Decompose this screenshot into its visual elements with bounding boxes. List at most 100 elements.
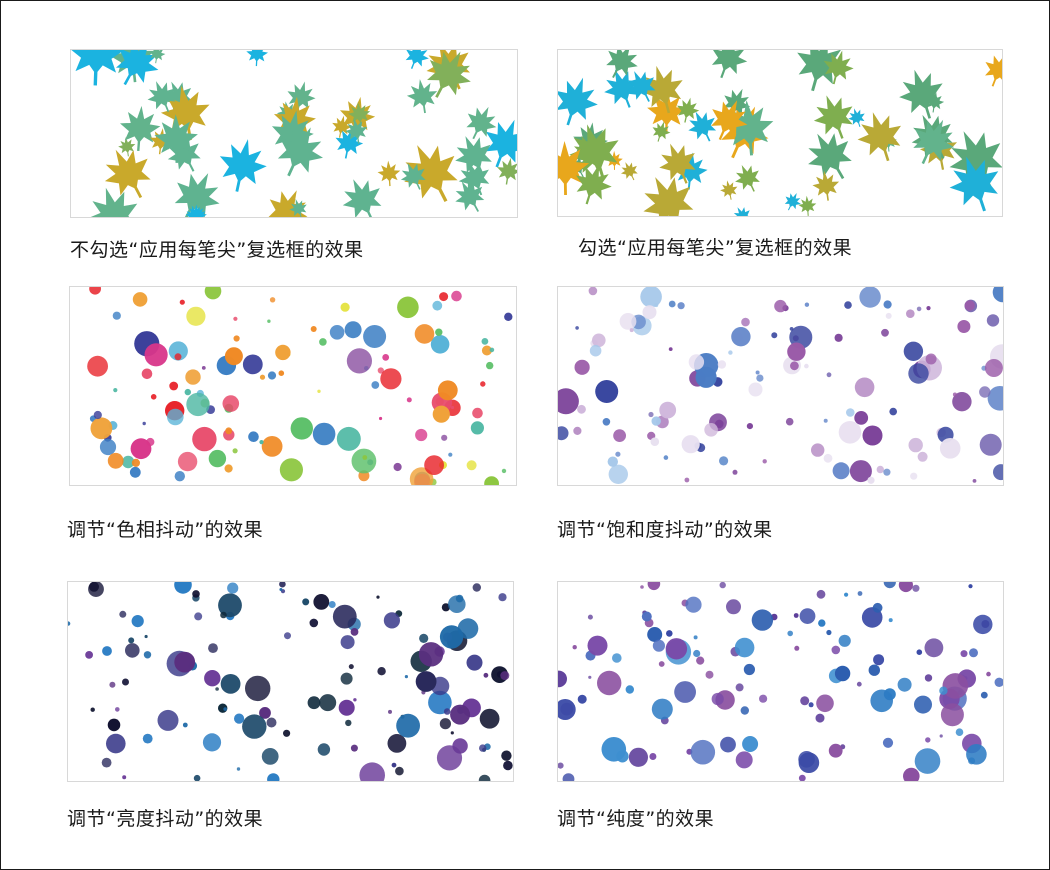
brush-dot bbox=[115, 707, 120, 712]
brush-dot bbox=[107, 718, 121, 732]
brush-dot bbox=[719, 456, 729, 466]
brush-dot bbox=[259, 374, 266, 380]
brush-dot bbox=[882, 737, 894, 748]
brush-dot bbox=[952, 392, 957, 397]
brush-dot bbox=[122, 775, 127, 780]
brush-dot bbox=[844, 301, 852, 309]
brush-dot bbox=[177, 451, 198, 472]
brush-dot bbox=[130, 438, 152, 460]
leaf-mark bbox=[427, 51, 471, 98]
brush-dot bbox=[432, 300, 443, 311]
brush-dot bbox=[826, 372, 832, 378]
leaf-mark bbox=[455, 136, 492, 177]
brush-dot bbox=[979, 433, 1002, 456]
leaf-brush-canvas bbox=[71, 50, 517, 217]
brush-dot bbox=[741, 317, 750, 327]
brush-dot bbox=[353, 698, 357, 702]
brush-dot bbox=[972, 479, 977, 483]
brush-dot bbox=[734, 637, 755, 658]
leaf-mark bbox=[620, 162, 638, 181]
brush-dot bbox=[774, 299, 787, 313]
brush-dot bbox=[122, 455, 135, 469]
brush-dot bbox=[912, 584, 920, 592]
brush-dot bbox=[665, 638, 688, 660]
brush-dot bbox=[613, 429, 626, 442]
brush-dot bbox=[862, 425, 883, 446]
brush-dot bbox=[980, 691, 988, 699]
brush-dot bbox=[112, 311, 121, 320]
brush-dot bbox=[818, 619, 826, 627]
brush-dot bbox=[484, 476, 499, 485]
brush-dot bbox=[793, 613, 799, 618]
caption-apply-per-tip-unchecked: 不勾选“应用每笔尖”复选框的效果 bbox=[70, 239, 364, 261]
brush-dot bbox=[395, 766, 404, 776]
brush-dot bbox=[914, 748, 941, 774]
leaf-mark bbox=[455, 181, 485, 212]
brush-dot bbox=[233, 335, 240, 342]
brush-dot bbox=[693, 649, 701, 658]
brush-dot bbox=[834, 665, 851, 682]
brush-dot bbox=[232, 448, 238, 454]
brush-dot bbox=[986, 671, 991, 677]
brush-dot bbox=[479, 708, 500, 729]
brush-dot bbox=[174, 353, 182, 361]
brush-dot bbox=[89, 582, 99, 592]
leaf-mark bbox=[913, 119, 955, 165]
brush-dot bbox=[558, 762, 564, 769]
brush-dot bbox=[236, 767, 241, 771]
caption-apply-per-tip-checked: 勾选“应用每笔尖”复选框的效果 bbox=[578, 237, 853, 259]
brush-dot bbox=[437, 380, 458, 401]
brush-dot bbox=[377, 667, 386, 676]
brush-dot bbox=[942, 673, 969, 699]
brush-dot bbox=[340, 302, 350, 312]
leaf-mark bbox=[576, 164, 612, 205]
brush-dot bbox=[128, 637, 135, 644]
brush-dot bbox=[345, 719, 352, 727]
leaf-mark bbox=[569, 124, 619, 180]
brush-dot bbox=[328, 601, 336, 608]
brightness-jitter-preview bbox=[67, 581, 514, 782]
leaf-mark bbox=[711, 100, 748, 141]
brush-dot bbox=[344, 321, 362, 339]
brush-dot bbox=[397, 296, 419, 319]
brush-dot bbox=[284, 632, 291, 640]
brush-dot bbox=[790, 361, 799, 371]
leaf-mark bbox=[949, 156, 999, 212]
brush-dot bbox=[261, 748, 279, 765]
brush-dot bbox=[648, 411, 654, 418]
brush-dot bbox=[279, 458, 303, 482]
leaf-mark bbox=[219, 139, 267, 192]
brush-dot bbox=[267, 773, 280, 781]
brush-dot bbox=[964, 300, 975, 311]
brush-dot bbox=[868, 664, 880, 676]
brush-dot bbox=[577, 694, 587, 704]
brush-dot bbox=[424, 455, 444, 475]
leaf-mark bbox=[335, 127, 364, 159]
brush-dot bbox=[731, 327, 751, 347]
leaf-mark bbox=[720, 180, 738, 200]
brush-dot bbox=[704, 423, 718, 437]
brush-dot bbox=[309, 618, 319, 628]
brush-dot bbox=[872, 602, 883, 613]
leaf-mark bbox=[344, 118, 368, 144]
leaf-mark bbox=[985, 54, 1002, 87]
brush-dot bbox=[329, 325, 345, 340]
brush-dot bbox=[182, 722, 188, 728]
brush-dot bbox=[376, 595, 380, 599]
brush-dot bbox=[336, 426, 361, 451]
leaf-mark bbox=[88, 187, 138, 217]
brush-dot bbox=[302, 598, 310, 606]
brush-dot bbox=[218, 593, 242, 618]
brush-dot bbox=[269, 297, 276, 303]
leaf-mark bbox=[808, 133, 852, 180]
brush-dot bbox=[856, 681, 862, 687]
brush-dot bbox=[717, 360, 727, 369]
leaf-mark bbox=[71, 50, 126, 86]
brush-dot bbox=[259, 707, 271, 719]
brush-dot bbox=[910, 472, 918, 480]
brush-dot bbox=[201, 366, 206, 370]
brush-dot bbox=[142, 421, 146, 426]
brush-dot bbox=[472, 583, 481, 592]
brush-dot bbox=[684, 477, 690, 483]
